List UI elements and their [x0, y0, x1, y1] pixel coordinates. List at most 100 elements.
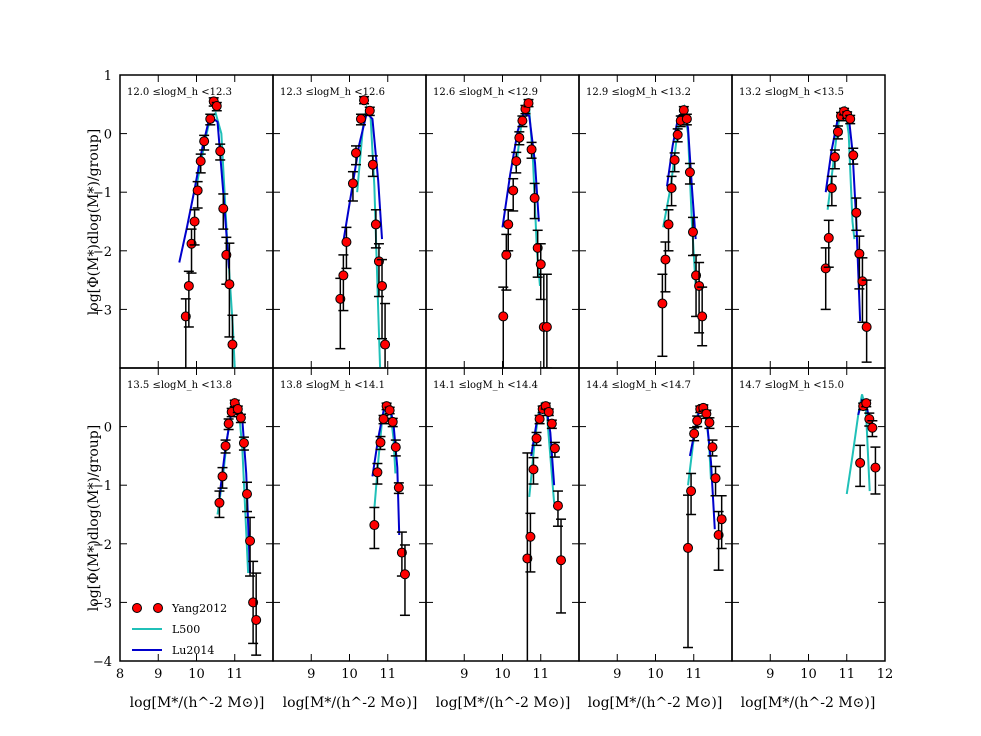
yang2012-point — [867, 422, 878, 433]
ticks — [272, 367, 427, 662]
x-tick-label: 11 — [685, 667, 702, 682]
yang2012-point — [855, 457, 866, 468]
yang2012-point — [845, 113, 856, 124]
yang2012-point — [347, 178, 358, 189]
yang2012-point — [704, 417, 715, 428]
yang2012-point — [851, 207, 862, 218]
yang2012-point — [393, 482, 404, 493]
legend-entry-l500: L500 — [132, 623, 200, 636]
yang2012-point — [199, 136, 210, 147]
panel-label: 13.5 ≤logM_h <13.8 — [127, 380, 232, 391]
yang2012-point — [514, 132, 525, 143]
y-tick-label: 0 — [104, 128, 112, 143]
yang2012-point — [189, 216, 200, 227]
x-axis-label-5: log[M*/(h^-2 M⊙)] — [741, 695, 876, 711]
yang2012-point — [823, 232, 834, 243]
yang2012-point — [217, 471, 228, 482]
panel-3: 12.6 ≤logM_h <12.9 — [425, 74, 580, 369]
x-tick-label: 10 — [800, 667, 817, 682]
yang2012-point — [672, 129, 683, 140]
x-axis-label-1: log[M*/(h^-2 M⊙)] — [130, 695, 265, 711]
yang2012-point — [359, 95, 370, 106]
x-tick-label: 8 — [116, 667, 124, 682]
y-tick-label: −4 — [93, 655, 112, 670]
y-tick-label: −3 — [93, 303, 112, 318]
y-tick-label: −3 — [93, 596, 112, 611]
x-axis-label-3: log[M*/(h^-2 M⊙)] — [436, 695, 571, 711]
yang2012-point — [387, 416, 398, 427]
panel-4: 12.9 ≤logM_h <13.2 — [578, 74, 733, 369]
yang2012-point — [701, 408, 712, 419]
yang2012-point — [372, 467, 383, 478]
yang2012-point — [525, 531, 536, 542]
panel-frame — [425, 367, 580, 662]
yang2012-point — [686, 486, 697, 497]
yang2012-point — [531, 433, 542, 444]
lu2014-line — [178, 114, 231, 269]
yang2012-point — [687, 227, 698, 238]
yang2012-point — [245, 535, 256, 546]
yang2012-point — [214, 497, 225, 508]
yang2012-point — [832, 126, 843, 137]
yang2012-point — [503, 219, 514, 230]
yang2012-point — [683, 542, 694, 553]
yang2012-point — [861, 398, 872, 409]
yang2012-point — [351, 147, 362, 158]
yang2012-point — [663, 219, 674, 230]
legend-label: Lu2014 — [172, 644, 214, 657]
yang2012-point — [367, 159, 378, 170]
x-tick-label: 9 — [613, 667, 621, 682]
yang2012-point — [713, 530, 724, 541]
legend-marker — [153, 603, 163, 613]
yang2012-point — [697, 311, 708, 322]
yang2012-point — [384, 405, 395, 416]
yang2012-point — [694, 280, 705, 291]
yang2012-point — [180, 311, 191, 322]
yang2012-point — [517, 115, 528, 126]
x-tick-label: 9 — [460, 667, 468, 682]
yang2012-point — [399, 569, 410, 580]
x-tick-label: 9 — [766, 667, 774, 682]
y-tick-label: −1 — [93, 479, 112, 494]
yang2012-point — [235, 412, 246, 423]
ticks — [731, 74, 886, 369]
yang2012-point — [370, 219, 381, 230]
y-axis-label-top: log[Φ(M*)dlog(M*)/group] — [86, 129, 102, 315]
y-tick-label: 1 — [104, 69, 112, 84]
yang2012-point — [529, 193, 540, 204]
legend-entry-yang2012: Yang2012 — [132, 602, 227, 615]
panel-label: 13.2 ≤logM_h <13.5 — [739, 87, 844, 98]
yang2012-point — [238, 438, 249, 449]
x-tick-label: 9 — [154, 667, 162, 682]
yang2012-point — [186, 238, 197, 249]
x-tick-label: 11 — [838, 667, 855, 682]
legend-marker — [132, 603, 142, 613]
yang2012-point — [220, 440, 231, 451]
panel-label: 14.1 ≤logM_h <14.4 — [433, 380, 538, 391]
yang2012-point — [508, 185, 519, 196]
yang2012-point — [221, 249, 232, 260]
x-tick-label: 11 — [379, 667, 396, 682]
yang2012-point — [528, 464, 539, 475]
yang2012-point — [534, 413, 545, 424]
yang2012-point — [241, 488, 252, 499]
yang2012-point — [183, 280, 194, 291]
x-tick-label: 11 — [532, 667, 549, 682]
yang2012-point — [248, 597, 259, 608]
x-tick-label: 12 — [877, 667, 894, 682]
legend-entry-lu2014: Lu2014 — [132, 644, 214, 657]
legend: Yang2012 L500 Lu2014 — [132, 602, 227, 657]
yang2012-point — [861, 321, 872, 332]
ticks — [731, 367, 886, 662]
x-tick-label: 9 — [307, 667, 315, 682]
yang2012-point — [227, 339, 238, 350]
axis-labels: log[Φ(M*)dlog(M*)/group] log[Φ(M*)dlog(M… — [86, 129, 875, 711]
yang2012-point — [854, 248, 865, 259]
x-tick-label: 10 — [341, 667, 358, 682]
x-tick-label: 10 — [647, 667, 664, 682]
yang2012-point — [820, 263, 831, 274]
yang2012-point — [377, 280, 388, 291]
panel-7: 9 10 11 13.8 ≤logM_h <14.1 — [272, 367, 427, 682]
legend-label: Yang2012 — [171, 602, 227, 615]
panel-frame — [731, 367, 886, 662]
